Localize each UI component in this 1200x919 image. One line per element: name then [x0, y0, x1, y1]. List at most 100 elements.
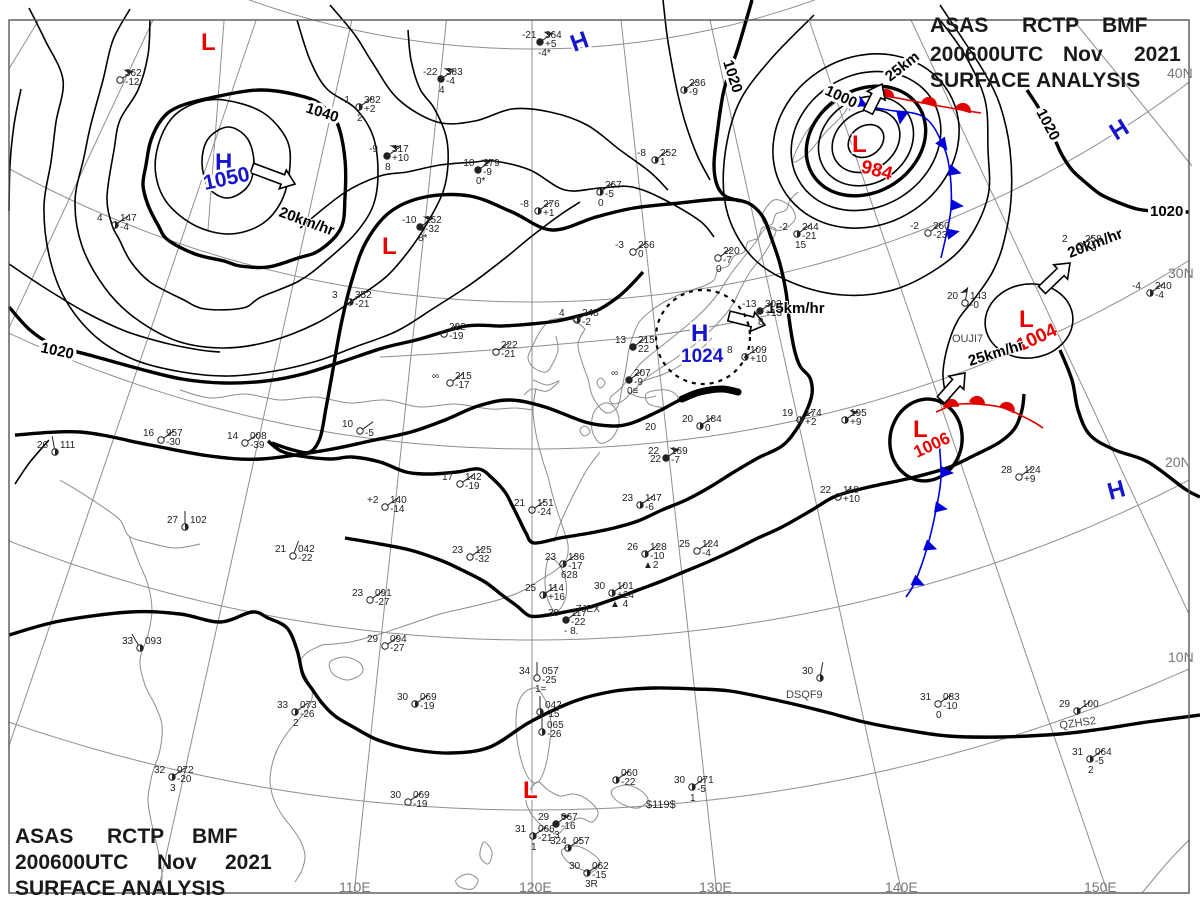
svg-text:-9: -9 — [634, 377, 643, 388]
svg-text:-2: -2 — [779, 222, 788, 233]
svg-text:150E: 150E — [1084, 879, 1117, 895]
svg-text:30: 30 — [390, 790, 402, 801]
svg-text:20N: 20N — [1165, 454, 1191, 470]
svg-text:-27: -27 — [390, 643, 405, 654]
svg-text:∞: ∞ — [611, 368, 618, 379]
svg-text:3: 3 — [332, 290, 338, 301]
svg-text:184: 184 — [705, 414, 722, 425]
svg-text:33: 33 — [122, 636, 134, 647]
svg-text:29: 29 — [367, 634, 379, 645]
svg-text:20: 20 — [682, 414, 694, 425]
svg-text:957: 957 — [166, 428, 183, 439]
svg-text:-4*: -4* — [538, 48, 551, 59]
svg-text:BMF: BMF — [1102, 14, 1148, 37]
svg-text:L: L — [1019, 306, 1034, 333]
svg-text:L: L — [523, 777, 538, 804]
svg-text:30: 30 — [548, 608, 560, 619]
svg-text:23: 23 — [545, 552, 557, 563]
svg-text:383: 383 — [446, 67, 463, 78]
svg-text:-7: -7 — [723, 255, 732, 266]
svg-text:▲ 4: ▲ 4 — [610, 599, 629, 610]
svg-text:102: 102 — [190, 515, 207, 526]
svg-text:2: 2 — [357, 113, 363, 124]
svg-text:-10: -10 — [650, 551, 665, 562]
svg-text:-9: -9 — [369, 144, 378, 155]
svg-text:220: 220 — [723, 246, 740, 257]
svg-text:3: 3 — [170, 783, 176, 794]
svg-text:236: 236 — [689, 78, 706, 89]
svg-text:-21: -21 — [522, 30, 537, 41]
svg-text:-15: -15 — [592, 870, 607, 881]
svg-text:8*: 8* — [418, 233, 428, 244]
svg-text:-8: -8 — [637, 148, 646, 159]
svg-text:19: 19 — [782, 408, 794, 419]
svg-text:ANALYSIS: ANALYSIS — [1036, 69, 1140, 92]
svg-text:17: 17 — [442, 472, 454, 483]
svg-text:-9: -9 — [689, 87, 698, 98]
svg-text:252: 252 — [425, 215, 442, 226]
svg-text:-14: -14 — [390, 504, 405, 515]
svg-text:-9: -9 — [483, 167, 492, 178]
svg-text:0≡: 0≡ — [627, 386, 639, 397]
svg-text:+13: +13 — [765, 308, 782, 319]
svg-text:215: 215 — [638, 335, 655, 346]
svg-text:ASAS: ASAS — [930, 14, 988, 37]
svg-text:130E: 130E — [699, 879, 732, 895]
svg-text:136: 136 — [568, 552, 585, 563]
svg-text:-15: -15 — [545, 709, 560, 720]
svg-text:-8: -8 — [520, 199, 529, 210]
svg-text:-5: -5 — [365, 428, 374, 439]
svg-text:L: L — [201, 29, 216, 56]
svg-text:042: 042 — [545, 700, 562, 711]
svg-text:2021: 2021 — [225, 851, 272, 874]
svg-text:042: 042 — [298, 544, 315, 555]
svg-text:100: 100 — [1082, 699, 1099, 710]
svg-text:1: 1 — [531, 842, 537, 853]
svg-text:-21: -21 — [355, 299, 370, 310]
svg-text:27: 27 — [167, 515, 179, 526]
svg-text:120E: 120E — [519, 879, 552, 895]
svg-text:117: 117 — [571, 608, 587, 619]
svg-text:22: 22 — [650, 454, 662, 465]
svg-text:8: 8 — [758, 317, 764, 328]
svg-text:147: 147 — [645, 493, 662, 504]
svg-text:34: 34 — [519, 666, 531, 677]
svg-text:3R: 3R — [585, 879, 598, 890]
svg-text:∞: ∞ — [432, 371, 439, 382]
svg-text:-19: -19 — [465, 481, 480, 492]
svg-text:-5: -5 — [605, 189, 614, 200]
svg-text:ANALYSIS: ANALYSIS — [121, 877, 225, 900]
svg-text:+24: +24 — [617, 590, 634, 601]
svg-text:- 8.: - 8. — [564, 626, 578, 637]
svg-text:+10: +10 — [392, 153, 409, 164]
svg-text:28: 28 — [1001, 465, 1013, 476]
svg-text:14: 14 — [227, 431, 239, 442]
svg-text:-26: -26 — [300, 709, 315, 720]
svg-text:110E: 110E — [339, 879, 371, 895]
svg-text:-32: -32 — [425, 224, 440, 235]
svg-text:222: 222 — [449, 322, 466, 333]
svg-text:21: 21 — [275, 544, 287, 555]
svg-text:174: 174 — [805, 408, 822, 419]
svg-text:008: 008 — [250, 431, 267, 442]
svg-text:10N: 10N — [1168, 649, 1194, 665]
svg-text:-22: -22 — [621, 777, 636, 788]
svg-text:22: 22 — [820, 485, 832, 496]
svg-text:-10: -10 — [402, 215, 417, 226]
svg-text:2021: 2021 — [1134, 43, 1181, 66]
svg-text:+2: +2 — [367, 495, 379, 506]
svg-text:-24: -24 — [537, 507, 552, 518]
svg-text:30: 30 — [594, 581, 606, 592]
svg-text:-2: -2 — [910, 221, 919, 232]
svg-text:240: 240 — [1155, 281, 1172, 292]
svg-text:8: 8 — [727, 345, 733, 356]
svg-text:1024: 1024 — [681, 346, 724, 367]
svg-text:065: 065 — [547, 720, 564, 731]
svg-text:26: 26 — [627, 542, 639, 553]
svg-text:-16: -16 — [561, 821, 576, 832]
svg-text:260: 260 — [933, 221, 950, 232]
svg-text:324: 324 — [550, 836, 567, 847]
svg-text:-20: -20 — [177, 774, 192, 785]
svg-text:20: 20 — [645, 422, 657, 433]
svg-text:+10: +10 — [750, 354, 767, 365]
